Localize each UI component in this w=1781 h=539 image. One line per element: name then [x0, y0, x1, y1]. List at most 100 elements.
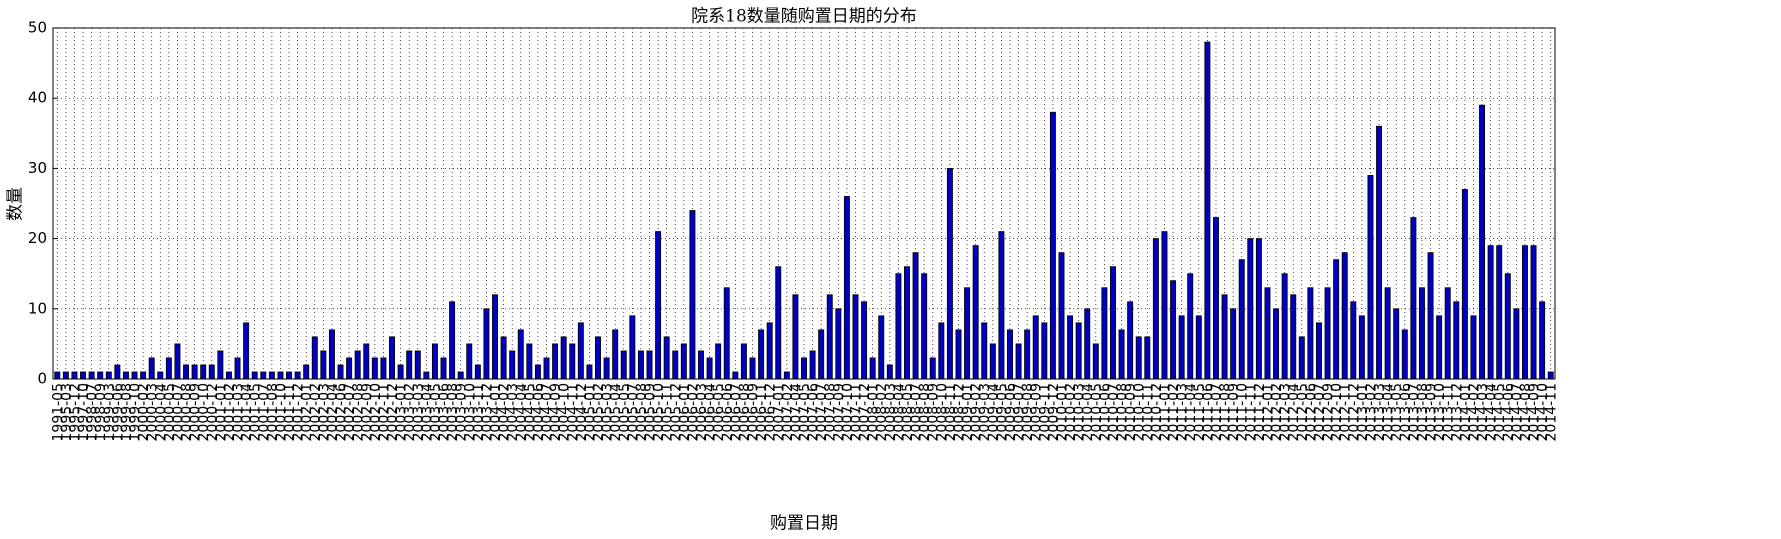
x-tick-label: 2002-06: [334, 383, 350, 442]
bar: [423, 371, 430, 380]
bar: [646, 350, 653, 380]
bar: [1204, 41, 1211, 380]
bar: [234, 357, 241, 380]
bar: [826, 294, 833, 380]
bar: [886, 364, 893, 380]
bar: [543, 357, 550, 380]
x-tick-label: 2007-01: [771, 383, 787, 442]
x-tick-label: 2005-07: [625, 383, 641, 442]
bar: [603, 357, 610, 380]
x-tick-label: 2013-03: [1372, 383, 1388, 442]
x-tick-label: 2004-10: [557, 383, 573, 442]
x-tick-label: 2010-11: [1140, 383, 1156, 442]
bar: [1376, 125, 1383, 380]
x-tick-label: 1999-06: [110, 383, 126, 442]
x-tick-label: 2002-11: [376, 383, 392, 442]
x-tick-label: 2005-10: [651, 383, 667, 442]
bar: [122, 371, 129, 380]
x-tick-label: 2000-08: [179, 383, 195, 442]
x-tick-label: 2005-04: [608, 383, 624, 442]
x-tick-label: 2013-01: [1355, 383, 1371, 442]
bar: [1367, 175, 1374, 380]
x-tick-label: 2013-08: [1415, 383, 1431, 442]
x-tick-label: 2006-06: [720, 383, 736, 442]
x-tick-label: 2011-07: [1209, 383, 1225, 442]
bar: [243, 322, 250, 380]
bar: [1118, 329, 1125, 380]
x-tick-label: 2002-09: [359, 383, 375, 442]
bar: [1101, 287, 1108, 380]
x-tick-label: 2014-03: [1475, 383, 1491, 442]
x-tick-label: 2003-04: [419, 383, 435, 442]
x-tick-label: 2014-04: [1484, 383, 1500, 442]
bar: [715, 343, 722, 380]
bar: [904, 266, 910, 380]
x-tick-label: 1999-08: [119, 383, 135, 442]
bar: [1470, 315, 1477, 380]
x-tick-label: 2012-12: [1346, 383, 1362, 442]
x-tick-label: 2006-11: [754, 383, 770, 442]
bar: [895, 273, 902, 380]
bar: [878, 315, 885, 380]
x-tick-label: 2014-02: [1466, 383, 1482, 442]
bar: [217, 350, 224, 380]
x-tick-label: 2005-11: [660, 383, 676, 442]
x-tick-label: 2013-02: [1363, 383, 1379, 442]
bar: [174, 343, 181, 380]
x-tick-label: 2003-06: [437, 383, 453, 442]
bar: [972, 245, 979, 380]
x-tick-label: 2013-09: [1424, 383, 1440, 442]
x-tick-label: 2003-02: [402, 383, 418, 442]
bar: [294, 371, 301, 380]
bar: [1444, 287, 1451, 380]
bar: [165, 357, 172, 380]
bar: [80, 371, 87, 380]
bar: [414, 350, 421, 380]
bar: [1213, 217, 1219, 380]
bar: [663, 336, 670, 380]
bar: [1513, 308, 1520, 380]
x-tick-label: 2012-01: [1260, 383, 1276, 442]
bar: [363, 343, 370, 380]
bar: [1530, 245, 1537, 380]
x-tick-label: 2011-02: [1166, 383, 1182, 442]
bar: [1161, 231, 1168, 380]
x-tick-label: 2003-11: [471, 383, 487, 442]
x-tick-label: 2004-05: [522, 383, 538, 442]
bar: [1427, 252, 1434, 380]
x-tick-label: 2004-01: [488, 383, 504, 442]
x-tick-label: 2003-01: [394, 383, 410, 442]
x-tick-label: 2001-08: [265, 383, 281, 442]
plot-frame: [52, 27, 1556, 380]
bar: [474, 364, 481, 380]
bar: [1487, 245, 1494, 380]
bar: [1152, 238, 1159, 380]
x-tick-label: 2011-03: [1175, 383, 1191, 442]
x-tick-label: 2002-07: [342, 383, 358, 442]
bar: [1170, 280, 1177, 380]
y-tick-label: 10: [28, 299, 47, 317]
x-tick-label: 2002-01: [299, 383, 315, 442]
bar: [637, 350, 644, 380]
bar: [1410, 217, 1417, 380]
bar: [191, 364, 198, 380]
bar: [1333, 259, 1340, 380]
x-tick-label: 2004-03: [505, 383, 521, 442]
bar: [1324, 287, 1331, 380]
bar: [1195, 315, 1202, 380]
bar: [1479, 104, 1486, 380]
x-tick-label: 2007-05: [797, 383, 813, 442]
x-tick-label: 2001-01: [213, 383, 229, 442]
x-tick-label: 2001-03: [231, 383, 247, 442]
bar: [397, 364, 404, 380]
bar: [1075, 322, 1082, 380]
bar: [938, 322, 945, 380]
bar: [1273, 308, 1280, 380]
x-tick-label: 2014-05: [1492, 383, 1508, 442]
bar: [457, 371, 464, 380]
bar: [706, 357, 713, 380]
bar: [852, 294, 859, 380]
x-tick-label: 2004-12: [574, 383, 590, 442]
bar: [775, 266, 782, 380]
